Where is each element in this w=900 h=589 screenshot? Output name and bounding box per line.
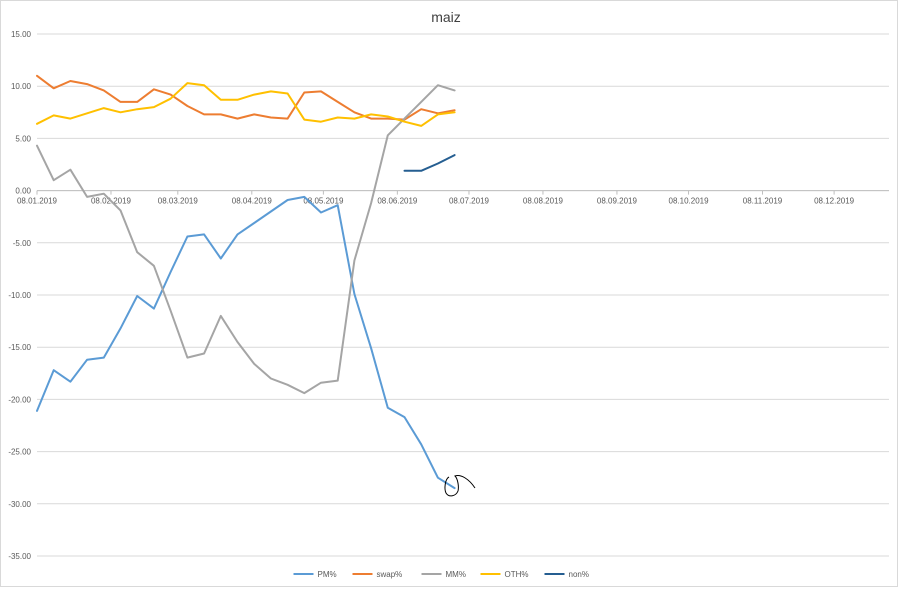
series-line-swap (36, 74, 456, 121)
y-tick-label: -5.00 (13, 239, 32, 248)
x-tick-label: 08.08.2019 (523, 197, 564, 206)
x-tick-label: 08.06.2019 (377, 197, 418, 206)
x-tick-label: 08.07.2019 (449, 197, 490, 206)
series-line-oth (36, 82, 456, 127)
chart-title: maiz (431, 9, 461, 25)
y-tick-label: 15.00 (11, 30, 32, 39)
legend-label: PM% (318, 570, 337, 579)
y-tick-label: -35.00 (8, 552, 31, 561)
y-tick-label: 10.00 (11, 82, 32, 91)
y-axis: 15.00 10.00 5.00 0.00 -5.00 -10.00 -15.00 -20.0… (8, 30, 31, 561)
x-tick-label: 08.12.2019 (814, 197, 855, 206)
series-layer (36, 74, 456, 490)
legend: PM% swap% MM% OTH% non% (293, 570, 589, 579)
x-tick-label: 08.03.2019 (158, 197, 199, 206)
y-tick-label: -10.00 (8, 291, 31, 300)
x-tick-label: 08.09.2019 (597, 197, 638, 206)
grid-layer (37, 33, 889, 557)
series-line-pm (36, 195, 456, 490)
series-line-non (403, 154, 456, 172)
y-tick-label: -25.00 (8, 448, 31, 457)
legend-label: non% (569, 570, 589, 579)
x-tick-label: 08.11.2019 (743, 197, 783, 206)
x-tick-label: 08.01.2019 (17, 197, 58, 206)
series-line-mm (36, 84, 456, 395)
x-tick-label: 08.04.2019 (232, 197, 273, 206)
legend-label: MM% (446, 570, 466, 579)
y-tick-label: -20.00 (8, 395, 31, 404)
legend-label: OTH% (505, 570, 529, 579)
y-tick-label: -15.00 (8, 343, 31, 352)
x-tick-label: 08.05.2019 (303, 197, 344, 206)
x-tick-label: 08.10.2019 (669, 197, 710, 206)
y-tick-label: 0.00 (15, 187, 31, 196)
y-tick-label: -30.00 (8, 500, 31, 509)
x-axis: 08.01.2019 08.02.2019 08.03.2019 08.04.2019… (17, 190, 889, 206)
hand-drawn-annotation (444, 475, 476, 497)
legend-label: swap% (377, 570, 403, 579)
y-tick-label: 5.00 (15, 134, 31, 143)
